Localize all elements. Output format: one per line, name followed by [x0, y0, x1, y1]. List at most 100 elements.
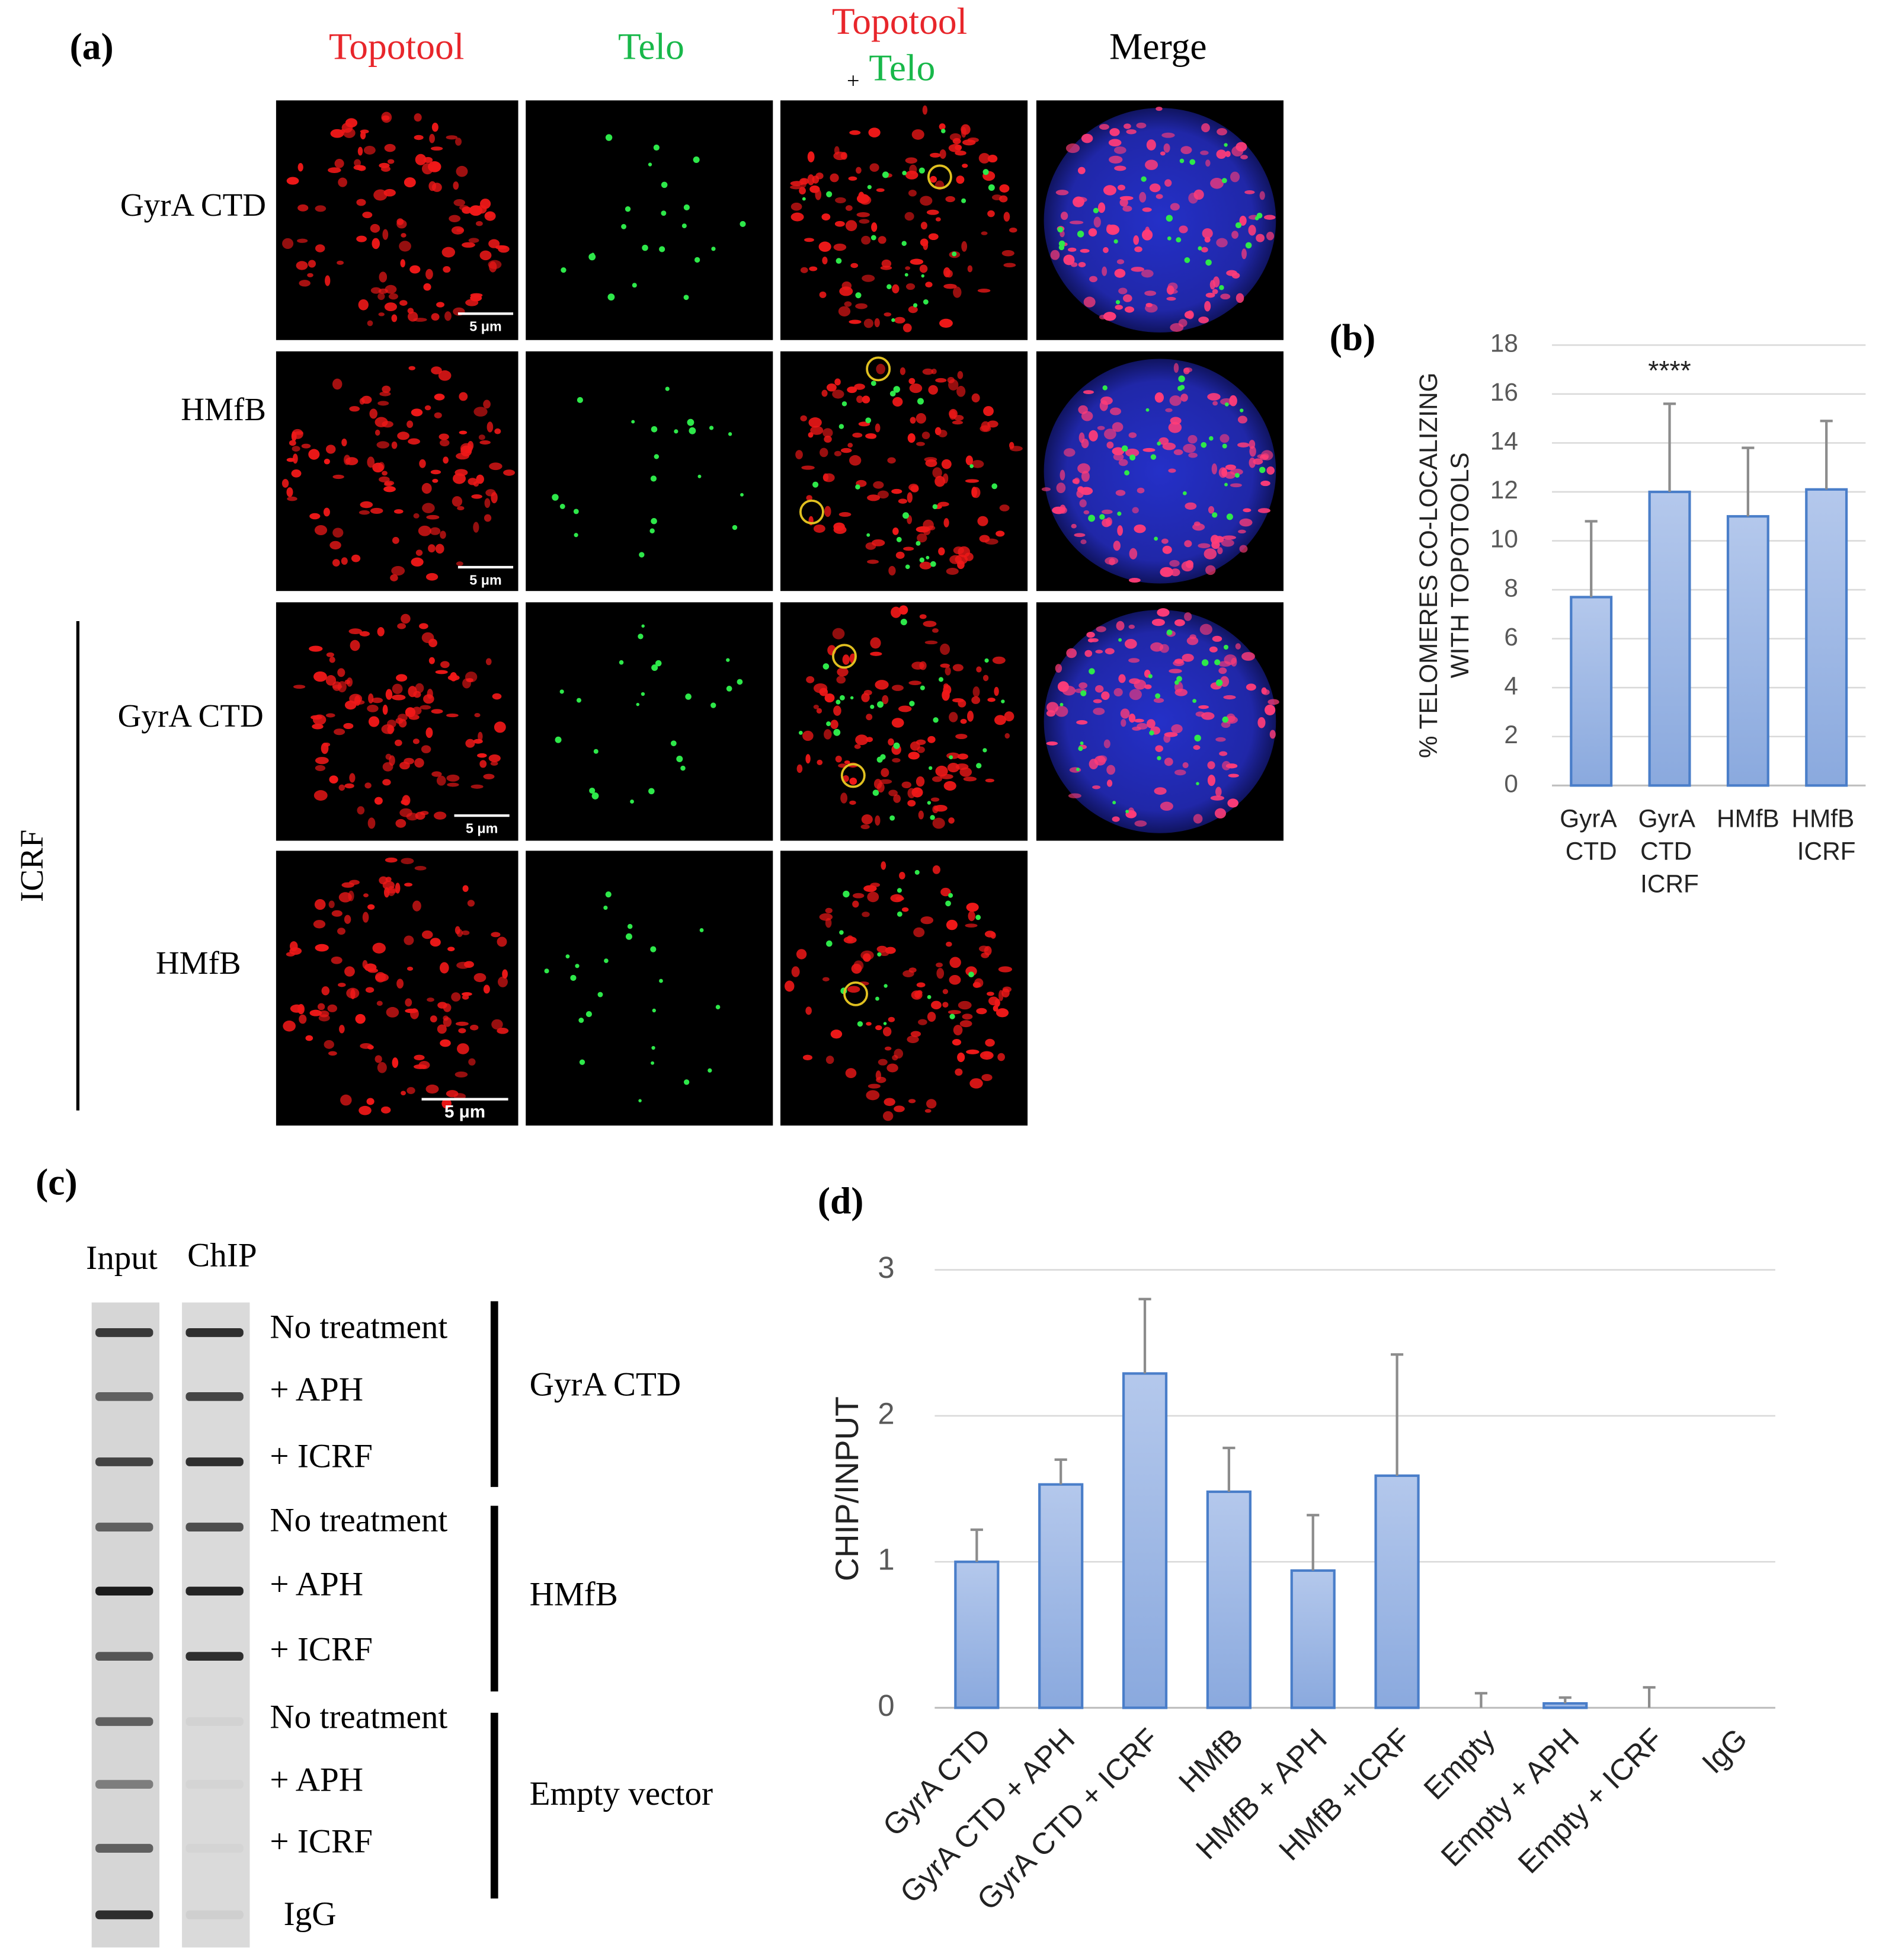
bar	[1374, 1474, 1420, 1709]
speckle	[871, 539, 885, 546]
speckle	[993, 1005, 998, 1012]
speckle	[824, 506, 831, 517]
speckle	[936, 968, 945, 979]
highlight-circle	[799, 499, 824, 525]
speckle	[1170, 417, 1182, 425]
speckle	[338, 983, 346, 987]
speckle	[878, 1059, 888, 1066]
speckle	[1068, 793, 1081, 798]
speckle	[845, 205, 853, 211]
speckle	[1169, 559, 1180, 567]
speckle	[1241, 248, 1247, 260]
speckle	[833, 243, 847, 251]
speckle	[1108, 139, 1122, 147]
speckle	[443, 456, 449, 464]
speckle	[1180, 146, 1192, 154]
speckle	[1128, 624, 1135, 629]
speckle	[1216, 149, 1227, 159]
speckle	[313, 790, 328, 801]
speckle	[1207, 761, 1215, 769]
column-header: Topotool	[329, 25, 464, 67]
speckle	[863, 318, 873, 328]
speckle	[1105, 648, 1115, 655]
speckle	[798, 731, 803, 735]
speckle	[949, 1013, 955, 1019]
speckle	[349, 880, 360, 885]
speckle	[890, 894, 904, 903]
speckle	[388, 293, 398, 300]
speckle	[1147, 719, 1156, 728]
speckle	[875, 680, 889, 690]
speckle	[391, 566, 405, 576]
speckle	[665, 386, 670, 391]
speckle	[451, 992, 461, 1002]
speckle	[953, 546, 964, 555]
speckle	[1208, 506, 1215, 514]
speckle	[943, 683, 949, 689]
speckle	[456, 961, 470, 969]
speckle	[484, 498, 491, 509]
speckle	[939, 318, 953, 328]
speckle	[926, 1099, 937, 1109]
speckle	[868, 127, 881, 138]
speckle	[404, 757, 415, 765]
speckle	[1249, 458, 1256, 468]
speckle	[963, 776, 977, 782]
speckle	[1236, 293, 1244, 303]
speckle	[632, 283, 637, 288]
speckle	[638, 1099, 642, 1102]
speckle	[478, 731, 483, 741]
speckle	[573, 509, 579, 514]
speckle	[1103, 247, 1109, 254]
speckle	[927, 736, 936, 743]
speckle	[949, 755, 953, 760]
speckle	[456, 452, 469, 460]
speckle	[930, 175, 937, 183]
speckle	[593, 749, 598, 754]
speckle	[552, 494, 559, 501]
speckle	[1146, 139, 1156, 151]
speckle	[840, 152, 847, 160]
speckle	[390, 574, 398, 581]
speckle	[884, 1046, 892, 1051]
speckle	[1099, 400, 1108, 411]
speckle	[309, 513, 321, 520]
speckle	[948, 144, 962, 152]
speckle	[1223, 695, 1236, 700]
x-tick-label: GyrA CTD	[1560, 805, 1622, 865]
speckle	[625, 933, 632, 940]
speckle	[476, 204, 487, 214]
speckle	[681, 223, 687, 229]
gel-band	[185, 1717, 244, 1726]
speckle	[833, 705, 841, 716]
bar-chart: (b) 0 2 4 6 8 10 12 14 16 18 % TELOMERES CO-LOCALIZ…	[1330, 316, 1866, 898]
speckle	[799, 187, 806, 195]
speckle	[1221, 468, 1227, 477]
speckle	[1218, 667, 1227, 674]
speckle	[855, 292, 862, 299]
speckle	[889, 391, 896, 397]
speckle	[802, 730, 814, 741]
speckle	[1057, 226, 1064, 233]
speckle	[453, 473, 466, 484]
speckle	[404, 177, 416, 188]
speckle	[1193, 521, 1201, 526]
speckle	[372, 238, 380, 250]
speckle	[1144, 290, 1157, 296]
speckle	[440, 1039, 451, 1047]
speckle	[354, 159, 361, 167]
speckle	[818, 241, 831, 252]
speckle	[1139, 191, 1147, 203]
speckle	[1207, 393, 1221, 401]
speckle	[839, 930, 844, 935]
speckle	[636, 702, 640, 706]
image-frame	[526, 850, 773, 1126]
speckle	[988, 996, 999, 1006]
speckle	[455, 138, 462, 146]
speckle	[468, 1058, 476, 1066]
speckle	[919, 561, 932, 570]
speckle	[952, 251, 957, 257]
speckle	[844, 760, 850, 765]
speckle	[946, 568, 959, 575]
speckle	[935, 217, 941, 222]
